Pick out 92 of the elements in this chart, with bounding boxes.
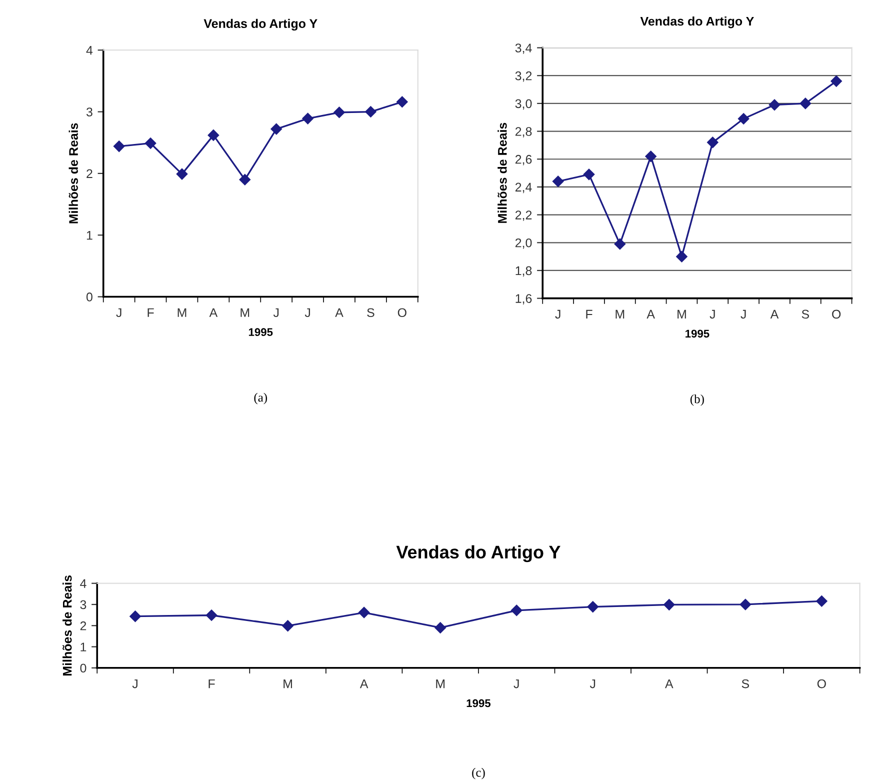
x-tick-label: J (273, 308, 279, 318)
x-tick-label: J (132, 679, 138, 688)
x-tick-label: O (832, 310, 841, 319)
y-tick-label: 1,6 (516, 294, 532, 304)
point (130, 610, 141, 622)
chart-title: Vendas do Artigo Y (204, 18, 318, 31)
text: (c) (472, 768, 485, 780)
x-tick-label: O (398, 308, 406, 318)
x-tick-label: M (436, 679, 445, 688)
point (707, 136, 718, 148)
x-tick-label: S (742, 679, 750, 688)
x-tick-label: M (284, 679, 292, 688)
x-tick-label: A (335, 308, 344, 317)
y-tick-label: 3,4 (515, 44, 532, 54)
point (334, 106, 345, 118)
x-tick-label: S (367, 308, 374, 318)
x-tick-label: J (590, 679, 596, 688)
point (738, 113, 750, 124)
y-tick-label: 2 (86, 169, 92, 178)
point (282, 620, 294, 632)
point (176, 168, 188, 180)
x-tick-label: M (240, 308, 250, 317)
y-tick-label: 1,8 (516, 266, 532, 277)
y-tick-label: 3,2 (515, 71, 532, 82)
y-axis-title: Milhões de Reais (68, 123, 78, 224)
chart-title: Vendas do Artigo Y (640, 16, 754, 28)
x-tick-label: J (304, 308, 310, 318)
x-tick-label: J (514, 679, 519, 688)
x-tick-label: M (678, 310, 686, 318)
point (614, 238, 626, 250)
x-tick-label: J (710, 310, 715, 319)
point (645, 150, 656, 162)
y-tick-label: 0 (80, 664, 86, 673)
x-tick-label: J (740, 310, 746, 319)
x-tick-label: M (178, 308, 186, 317)
y-tick-label: 4 (86, 46, 93, 55)
point (206, 610, 218, 621)
point (816, 595, 828, 607)
x-axis-title: 1995 (686, 330, 710, 338)
x-tick-label: M (616, 310, 624, 318)
x-tick-label: O (817, 679, 826, 688)
y-tick-label: 2,4 (515, 182, 532, 194)
point (270, 123, 282, 135)
point (800, 98, 812, 110)
y-tick-label: 3 (86, 108, 92, 116)
x-tick-label: A (360, 679, 368, 688)
x-axis-title: 1995 (248, 328, 273, 336)
y-tick-label: 0 (86, 292, 92, 302)
point (208, 130, 220, 141)
y-tick-label: 2,8 (515, 127, 532, 138)
y-tick-label: 2 (80, 621, 86, 630)
x-axis-title: 1995 (466, 699, 491, 708)
y-tick-label: 2,6 (515, 154, 532, 166)
point (768, 99, 780, 110)
x-tick-label: J (555, 310, 560, 319)
point (510, 604, 522, 616)
y-axis-title: Milhões de Reais (498, 122, 507, 223)
point (144, 138, 156, 149)
text: (b) (690, 394, 704, 406)
x-tick-label: F (148, 308, 154, 317)
point (583, 168, 595, 180)
y-tick-label: 3 (80, 600, 86, 610)
x-tick-label: F (586, 310, 592, 318)
y-tick-label: 2,0 (515, 238, 532, 249)
point (587, 601, 598, 612)
y-tick-label: 1 (80, 642, 86, 652)
point (676, 250, 688, 262)
chart-title: Vendas do Artigo Y (396, 545, 560, 562)
y-axis-title: Milhões de Reais (62, 575, 72, 676)
point (396, 96, 408, 108)
point (239, 174, 250, 186)
y-tick-label: 3,0 (515, 99, 532, 110)
y-tick-label: 2,2 (515, 210, 532, 221)
point (113, 140, 125, 152)
y-tick-label: 4 (80, 579, 86, 588)
point (358, 606, 370, 618)
point (664, 599, 675, 610)
x-tick-label: A (209, 308, 218, 317)
point (830, 76, 842, 87)
x-tick-label: J (116, 308, 122, 318)
x-tick-label: A (770, 310, 779, 318)
point (552, 176, 564, 187)
x-tick-label: S (802, 310, 810, 319)
point (302, 112, 314, 124)
x-tick-label: F (208, 679, 215, 688)
y-tick-label: 1 (86, 231, 92, 240)
x-tick-label: A (664, 679, 674, 688)
point (365, 106, 376, 118)
point (434, 622, 446, 634)
point (740, 598, 752, 610)
x-tick-label: A (646, 310, 655, 318)
text: (a) (254, 392, 268, 404)
